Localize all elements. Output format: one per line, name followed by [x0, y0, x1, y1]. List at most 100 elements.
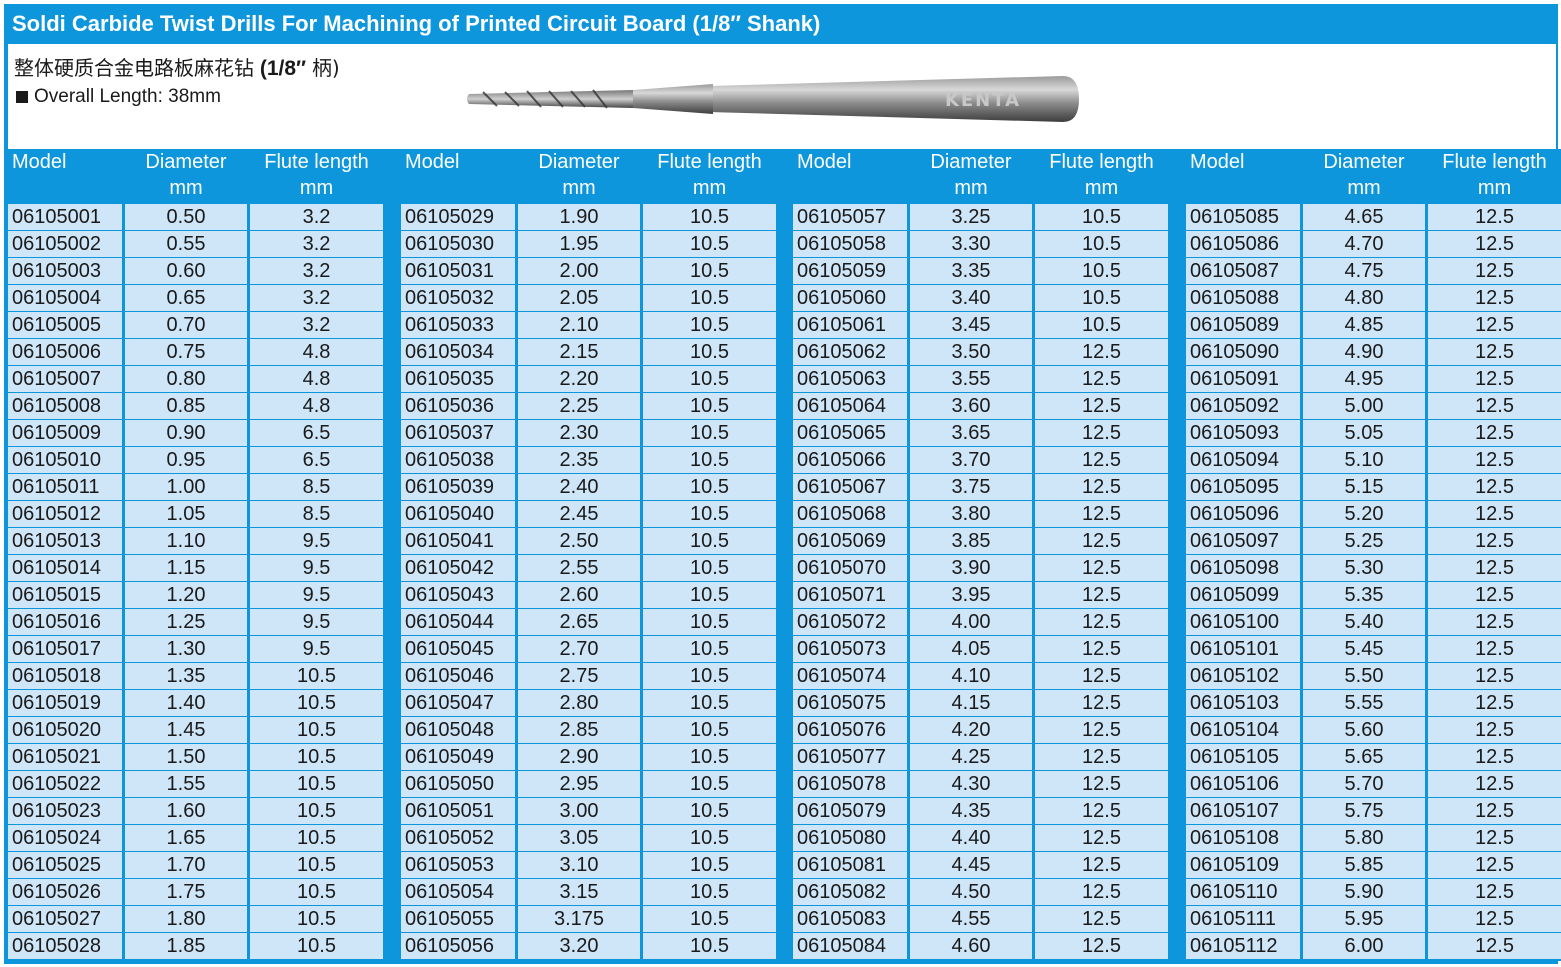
cell-flute-length: 12.5	[1428, 825, 1561, 851]
cell-flute-length: 12.5	[1035, 636, 1168, 662]
cell-flute-length: 12.5	[1035, 690, 1168, 716]
cell-model: 06105081	[793, 852, 907, 878]
table-row: 06105087 4.75 12.5	[1186, 258, 1561, 284]
header-diameter: Diameter mm	[1303, 149, 1425, 201]
cell-flute-length: 12.5	[1428, 879, 1561, 905]
table-row: 06105012 1.05 8.5	[8, 501, 383, 527]
table-row: 06105082 4.50 12.5	[793, 879, 1168, 905]
cell-diameter: 4.55	[910, 906, 1032, 932]
cell-diameter: 2.20	[518, 366, 640, 392]
cell-diameter: 5.90	[1303, 879, 1425, 905]
table-row: 06105043 2.60 10.5	[401, 582, 776, 608]
cell-flute-length: 12.5	[1035, 393, 1168, 419]
cell-diameter: 0.95	[125, 447, 247, 473]
cell-model: 06105032	[401, 285, 515, 311]
cell-flute-length: 10.5	[643, 528, 776, 554]
cell-diameter: 1.95	[518, 231, 640, 257]
table-row: 06105090 4.90 12.5	[1186, 339, 1561, 365]
cell-diameter: 3.90	[910, 555, 1032, 581]
header-flute: Flute length mm	[643, 149, 776, 201]
table-row: 06105065 3.65 12.5	[793, 420, 1168, 446]
cell-model: 06105099	[1186, 582, 1300, 608]
table-row: 06105020 1.45 10.5	[8, 717, 383, 743]
cell-diameter: 1.35	[125, 663, 247, 689]
cell-diameter: 0.70	[125, 312, 247, 338]
cell-diameter: 5.80	[1303, 825, 1425, 851]
cell-model: 06105003	[8, 258, 122, 284]
header-model: Model	[1186, 149, 1300, 201]
cell-diameter: 5.75	[1303, 798, 1425, 824]
cell-model: 06105074	[793, 663, 907, 689]
cell-flute-length: 10.5	[643, 852, 776, 878]
cell-model: 06105066	[793, 447, 907, 473]
cell-model: 06105090	[1186, 339, 1300, 365]
cell-flute-length: 12.5	[1428, 231, 1561, 257]
cell-diameter: 1.90	[518, 204, 640, 230]
cell-flute-length: 12.5	[1035, 906, 1168, 932]
header-flute-unit: mm	[692, 177, 727, 199]
cell-flute-length: 8.5	[250, 474, 383, 500]
cell-diameter: 0.50	[125, 204, 247, 230]
cell-flute-length: 10.5	[643, 798, 776, 824]
header-flute: Flute length mm	[1035, 149, 1168, 201]
overall-length-text: Overall Length: 38mm	[34, 86, 221, 107]
cell-diameter: 2.50	[518, 528, 640, 554]
cell-model: 06105103	[1186, 690, 1300, 716]
cell-flute-length: 10.5	[643, 420, 776, 446]
cell-model: 06105106	[1186, 771, 1300, 797]
cell-flute-length: 6.5	[250, 447, 383, 473]
cell-flute-length: 10.5	[643, 339, 776, 365]
cell-diameter: 0.60	[125, 258, 247, 284]
cell-diameter: 3.00	[518, 798, 640, 824]
cell-flute-length: 10.5	[250, 825, 383, 851]
cell-diameter: 5.05	[1303, 420, 1425, 446]
cell-model: 06105017	[8, 636, 122, 662]
cell-flute-length: 10.5	[250, 771, 383, 797]
cell-flute-length: 10.5	[1035, 258, 1168, 284]
cell-model: 06105012	[8, 501, 122, 527]
cell-flute-length: 10.5	[643, 879, 776, 905]
table-row: 06105056 3.20 10.5	[401, 933, 776, 959]
header-flute: Flute length mm	[250, 149, 383, 201]
cell-model: 06105078	[793, 771, 907, 797]
cell-diameter: 2.15	[518, 339, 640, 365]
chinese-subtitle: 整体硬质合金电路板麻花钻 (1/8″ 柄)	[14, 52, 340, 81]
cell-flute-length: 10.5	[643, 717, 776, 743]
cell-diameter: 0.85	[125, 393, 247, 419]
cell-flute-length: 12.5	[1428, 501, 1561, 527]
table-row: 06105055 3.175 10.5	[401, 906, 776, 932]
header-diameter-unit: mm	[169, 177, 203, 199]
table-row: 06105070 3.90 12.5	[793, 555, 1168, 581]
cell-flute-length: 9.5	[250, 555, 383, 581]
cell-model: 06105015	[8, 582, 122, 608]
cell-model: 06105058	[793, 231, 907, 257]
cell-model: 06105020	[8, 717, 122, 743]
cell-model: 06105105	[1186, 744, 1300, 770]
header-diameter-label: Diameter	[538, 151, 620, 173]
table-row: 06105006 0.75 4.8	[8, 339, 383, 365]
table-row: 06105080 4.40 12.5	[793, 825, 1168, 851]
table-row: 06105017 1.30 9.5	[8, 636, 383, 662]
cell-diameter: 5.20	[1303, 501, 1425, 527]
table-row: 06105044 2.65 10.5	[401, 609, 776, 635]
cell-model: 06105051	[401, 798, 515, 824]
cell-flute-length: 10.5	[643, 771, 776, 797]
cell-diameter: 1.25	[125, 609, 247, 635]
header-diameter-unit: mm	[1347, 177, 1381, 199]
table-row: 06105068 3.80 12.5	[793, 501, 1168, 527]
cell-diameter: 5.40	[1303, 609, 1425, 635]
cell-model: 06105060	[793, 285, 907, 311]
cell-model: 06105034	[401, 339, 515, 365]
table-row: 06105023 1.60 10.5	[8, 798, 383, 824]
table-row: 06105051 3.00 10.5	[401, 798, 776, 824]
cell-diameter: 3.45	[910, 312, 1032, 338]
cell-diameter: 4.40	[910, 825, 1032, 851]
drill-bit-image: KENTA	[467, 76, 1079, 122]
table-row: 06105076 4.20 12.5	[793, 717, 1168, 743]
cell-model: 06105056	[401, 933, 515, 959]
table-row: 06105010 0.95 6.5	[8, 447, 383, 473]
cell-model: 06105071	[793, 582, 907, 608]
cell-flute-length: 10.5	[250, 933, 383, 959]
cell-diameter: 2.05	[518, 285, 640, 311]
cell-model: 06105035	[401, 366, 515, 392]
